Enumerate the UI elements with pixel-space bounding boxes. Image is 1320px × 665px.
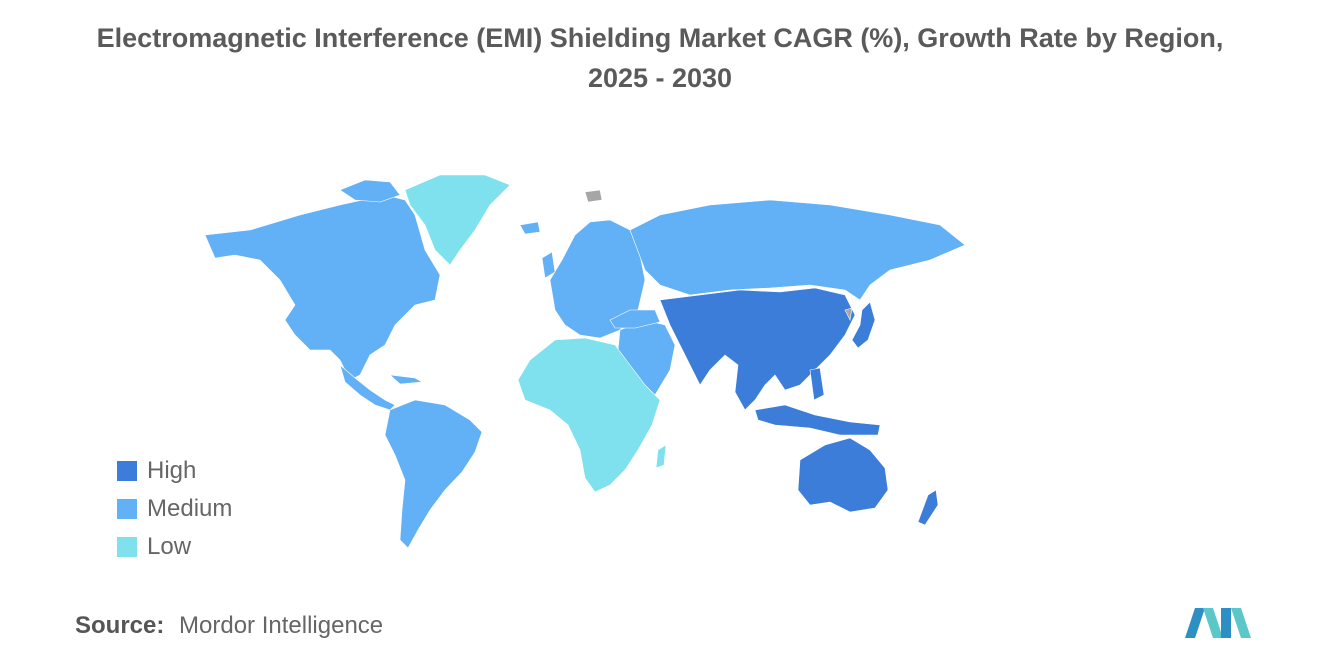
legend-swatch-low: [117, 537, 137, 557]
region-asia: [659, 287, 856, 411]
source-label: Source:: [75, 612, 165, 639]
source-value: Mordor Intelligence: [179, 612, 384, 639]
title-line-1: Electromagnetic Interference (EMI) Shiel…: [96, 23, 1224, 53]
legend-label-low: Low: [147, 533, 192, 560]
region-australia: [797, 437, 889, 513]
region-new-zealand: [917, 489, 939, 526]
map-legend: High Medium Low: [117, 452, 232, 566]
region-uk: [541, 251, 556, 279]
legend-label-medium: Medium: [147, 495, 233, 522]
region-canadian-arctic: [339, 179, 401, 203]
region-japan: [851, 301, 876, 349]
legend-swatch-medium: [117, 499, 137, 519]
region-russia: [629, 199, 966, 301]
region-turkey-caucasus: [609, 309, 661, 329]
world-map: [204, 174, 966, 549]
region-southeast-asia-islands: [754, 404, 881, 436]
region-iceland: [519, 221, 541, 235]
region-africa: [517, 337, 661, 493]
legend-swatch-high: [117, 461, 137, 481]
legend-item-high: High: [117, 452, 232, 490]
region-central-america: [339, 364, 396, 411]
region-south-america: [384, 399, 483, 549]
mordor-intelligence-logo-icon: [1185, 608, 1251, 638]
source-note: Source: Mordor Intelligence: [75, 612, 383, 640]
region-north-america: [204, 194, 441, 381]
region-madagascar: [655, 444, 667, 469]
legend-item-medium: Medium: [117, 490, 232, 528]
title-line-2: 2025 - 2030: [587, 63, 733, 93]
legend-item-low: Low: [117, 528, 232, 566]
region-svalbard: [584, 189, 603, 203]
region-europe: [549, 219, 646, 339]
region-caribbean: [389, 374, 423, 385]
chart-title: Electromagnetic Interference (EMI) Shiel…: [0, 18, 1320, 98]
legend-label-high: High: [147, 457, 197, 484]
region-north-korea: [844, 307, 853, 321]
region-greenland: [404, 174, 511, 266]
region-philippines: [809, 367, 825, 401]
